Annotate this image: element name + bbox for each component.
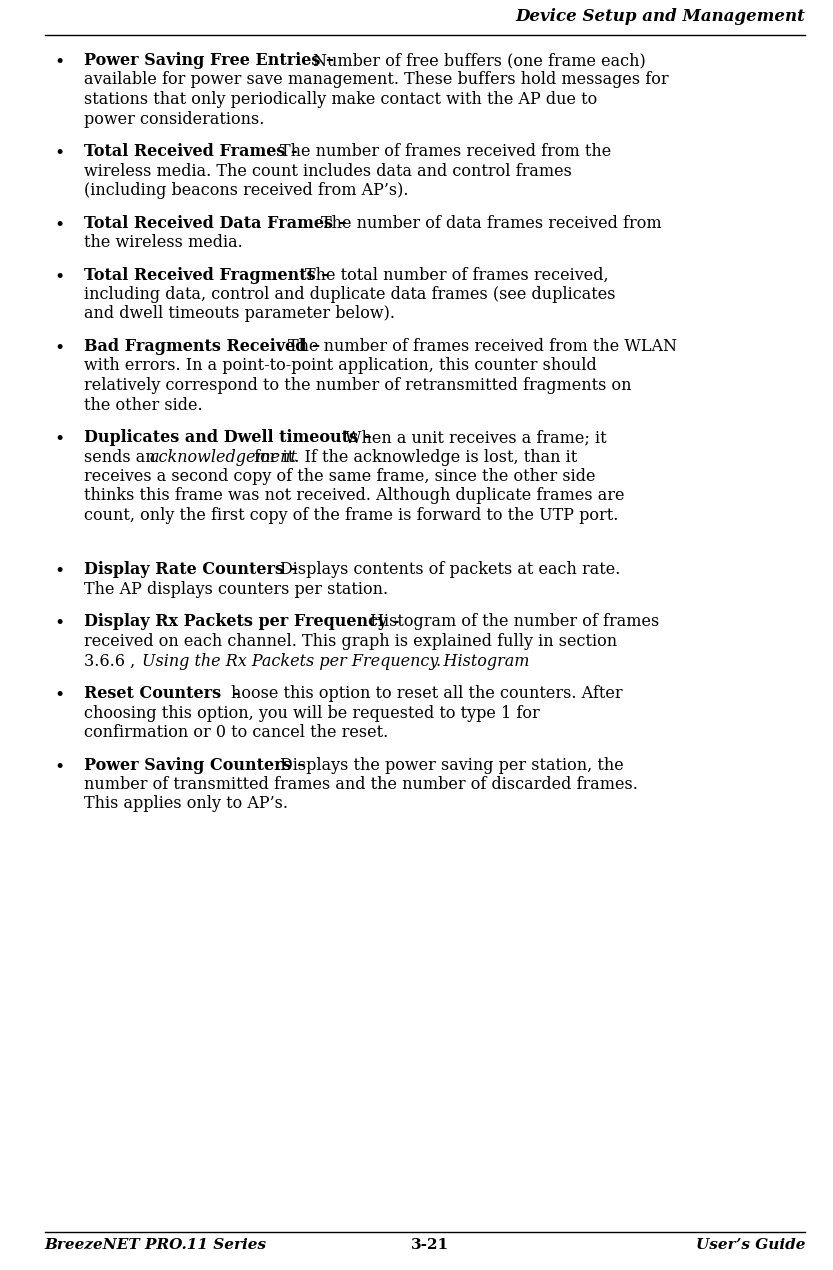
Text: Number of free buffers (one frame each): Number of free buffers (one frame each)	[312, 52, 646, 69]
Text: including data, control and duplicate data frames (see duplicates: including data, control and duplicate da…	[84, 286, 616, 304]
Text: •: •	[54, 55, 65, 71]
Text: .: .	[436, 653, 441, 669]
Text: User’s Guide: User’s Guide	[696, 1238, 806, 1252]
Text: •: •	[54, 616, 65, 632]
Text: Power Saving Free Entries –: Power Saving Free Entries –	[84, 52, 340, 69]
Text: confirmation or 0 to cancel the reset.: confirmation or 0 to cancel the reset.	[84, 724, 389, 740]
Text: the other side.: the other side.	[84, 396, 203, 414]
Text: Bad Fragments Received –: Bad Fragments Received –	[84, 338, 327, 356]
Text: When a unit receives a frame; it: When a unit receives a frame; it	[346, 429, 607, 446]
Text: with errors. In a point-to-point application, this counter should: with errors. In a point-to-point applica…	[84, 357, 597, 375]
Text: •: •	[54, 758, 65, 776]
Text: Histogram of the number of frames: Histogram of the number of frames	[370, 613, 659, 630]
Text: receives a second copy of the same frame, since the other side: receives a second copy of the same frame…	[84, 469, 596, 485]
Text: This applies only to AP’s.: This applies only to AP’s.	[84, 795, 288, 813]
Text: received on each channel. This graph is explained fully in section: received on each channel. This graph is …	[84, 632, 617, 650]
Text: Display Rate Counters –: Display Rate Counters –	[84, 561, 304, 579]
Text: and dwell timeouts parameter below).: and dwell timeouts parameter below).	[84, 306, 396, 323]
Text: count, only the first copy of the frame is forward to the UTP port.: count, only the first copy of the frame …	[84, 507, 619, 525]
Text: thinks this frame was not received. Although duplicate frames are: thinks this frame was not received. Alth…	[84, 488, 625, 504]
Text: Total Received Fragments –: Total Received Fragments –	[84, 267, 336, 283]
Text: Using the Rx Packets per Frequency Histogram: Using the Rx Packets per Frequency Histo…	[142, 653, 529, 669]
Text: available for power save management. These buffers hold messages for: available for power save management. The…	[84, 71, 669, 89]
Text: •: •	[54, 340, 65, 357]
Text: •: •	[54, 687, 65, 704]
Text: •: •	[54, 216, 65, 234]
Text: Displays the power saving per station, the: Displays the power saving per station, t…	[280, 757, 624, 773]
Text: 3.6.6 ,: 3.6.6 ,	[84, 653, 141, 669]
Text: Power Saving Counters –: Power Saving Counters –	[84, 757, 312, 773]
Text: number of transmitted frames and the number of discarded frames.: number of transmitted frames and the num…	[84, 776, 638, 792]
Text: wireless media. The count includes data and control frames: wireless media. The count includes data …	[84, 163, 572, 179]
Text: Device Setup and Management: Device Setup and Management	[516, 8, 806, 25]
Text: Duplicates and Dwell timeouts –: Duplicates and Dwell timeouts –	[84, 429, 377, 446]
Text: The number of frames received from the: The number of frames received from the	[280, 144, 611, 160]
Text: Displays contents of packets at each rate.: Displays contents of packets at each rat…	[280, 561, 621, 579]
Text: stations that only periodically make contact with the AP due to: stations that only periodically make con…	[84, 91, 598, 108]
Text: The AP displays counters per station.: The AP displays counters per station.	[84, 580, 389, 598]
Text: Display Rx Packets per Frequency -: Display Rx Packets per Frequency -	[84, 613, 406, 630]
Text: Total Received Data Frames –: Total Received Data Frames –	[84, 215, 352, 231]
Text: The number of frames received from the WLAN: The number of frames received from the W…	[288, 338, 677, 356]
Text: power considerations.: power considerations.	[84, 110, 265, 127]
Text: hoose this option to reset all the counters. After: hoose this option to reset all the count…	[232, 685, 623, 702]
Text: Total Received Frames -: Total Received Frames -	[84, 144, 304, 160]
Text: •: •	[54, 564, 65, 580]
Text: •: •	[54, 431, 65, 448]
Text: The total number of frames received,: The total number of frames received,	[305, 267, 608, 283]
Text: acknowledgement: acknowledgement	[149, 448, 297, 466]
Text: for it. If the acknowledge is lost, than it: for it. If the acknowledge is lost, than…	[249, 448, 577, 466]
Text: •: •	[54, 145, 65, 163]
Text: Reset Counters  -: Reset Counters -	[84, 685, 245, 702]
Text: choosing this option, you will be requested to type 1 for: choosing this option, you will be reques…	[84, 705, 541, 721]
Text: BreezeNET PRO.11 Series: BreezeNET PRO.11 Series	[45, 1238, 267, 1252]
Text: relatively correspond to the number of retransmitted fragments on: relatively correspond to the number of r…	[84, 377, 632, 394]
Text: The number of data frames received from: The number of data frames received from	[321, 215, 661, 231]
Text: (including beacons received from AP’s).: (including beacons received from AP’s).	[84, 182, 409, 199]
Text: •: •	[54, 268, 65, 286]
Text: sends an: sends an	[84, 448, 162, 466]
Text: 3-21: 3-21	[411, 1238, 449, 1252]
Text: the wireless media.: the wireless media.	[84, 234, 243, 251]
